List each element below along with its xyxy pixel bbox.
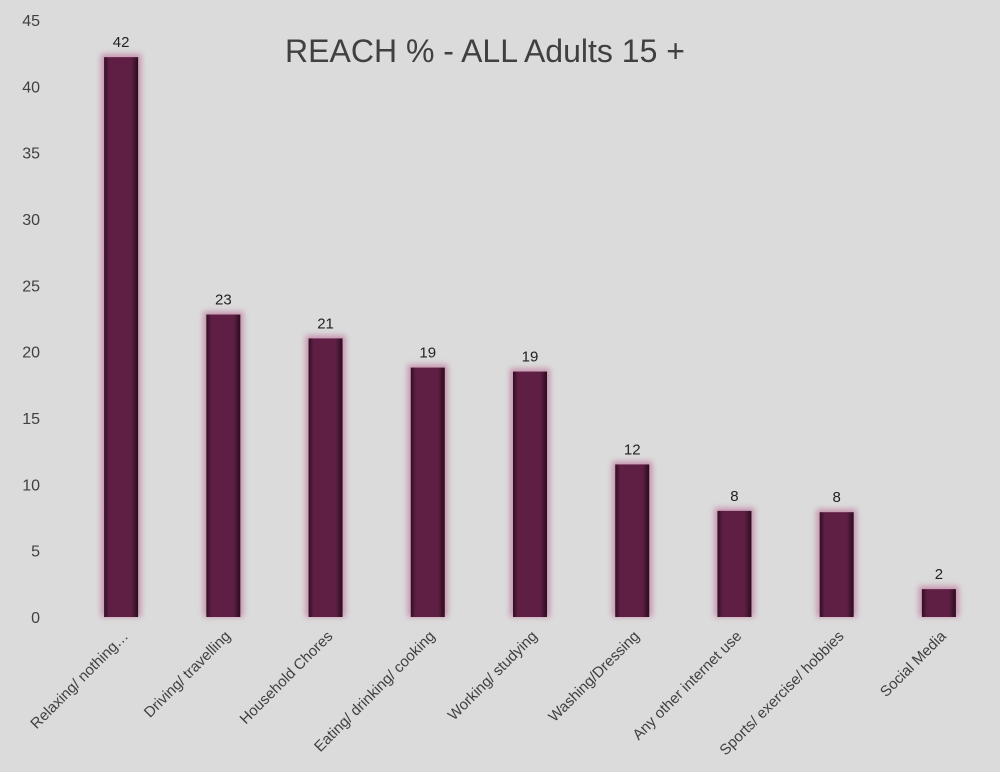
y-tick-label: 15 <box>22 411 40 428</box>
data-label: 19 <box>419 345 436 362</box>
data-label: 23 <box>215 292 232 309</box>
x-tick-label: Household Chores <box>237 628 337 728</box>
data-label: 21 <box>317 315 334 332</box>
bar <box>206 314 241 617</box>
data-label: 8 <box>832 489 840 506</box>
y-tick-label: 35 <box>22 146 40 163</box>
data-label: 2 <box>935 566 943 583</box>
data-label: 12 <box>624 441 641 458</box>
bar <box>308 338 343 617</box>
y-tick-label: 5 <box>31 544 40 561</box>
x-tick-label: Relaxing/ nothing… <box>27 628 132 733</box>
y-tick-label: 45 <box>22 13 40 30</box>
bar <box>104 57 139 617</box>
y-tick-label: 20 <box>22 345 40 362</box>
bar <box>717 510 752 617</box>
chart-title: REACH % - ALL Adults 15 + <box>285 33 685 69</box>
y-axis: 0 5 10 15 20 25 30 35 40 45 <box>22 13 40 627</box>
bar <box>410 367 445 617</box>
x-tick-label: Working/ studying <box>445 628 541 724</box>
x-tick-label: Driving/ travelling <box>141 628 234 721</box>
data-label: 42 <box>113 34 130 51</box>
bar <box>921 589 956 617</box>
x-tick-label: Social Media <box>877 627 950 700</box>
y-tick-label: 25 <box>22 278 40 295</box>
bar <box>513 371 547 617</box>
y-tick-label: 10 <box>22 477 40 494</box>
x-tick-label: Eating/ drinking/ cooking <box>311 628 439 756</box>
y-tick-label: 40 <box>22 79 40 96</box>
bar <box>819 512 854 617</box>
x-axis: Relaxing/ nothing… Driving/ travelling Hou… <box>27 627 950 759</box>
bar <box>615 464 650 617</box>
data-label: 19 <box>522 349 539 366</box>
bars-group: 42 23 21 19 19 12 8 8 2 <box>101 34 959 617</box>
x-tick-label: Washing/Dressing <box>545 628 643 726</box>
x-tick-label: Any other internet use <box>629 628 745 744</box>
data-label: 8 <box>730 488 738 505</box>
y-tick-label: 30 <box>22 212 40 229</box>
y-tick-label: 0 <box>31 610 40 627</box>
